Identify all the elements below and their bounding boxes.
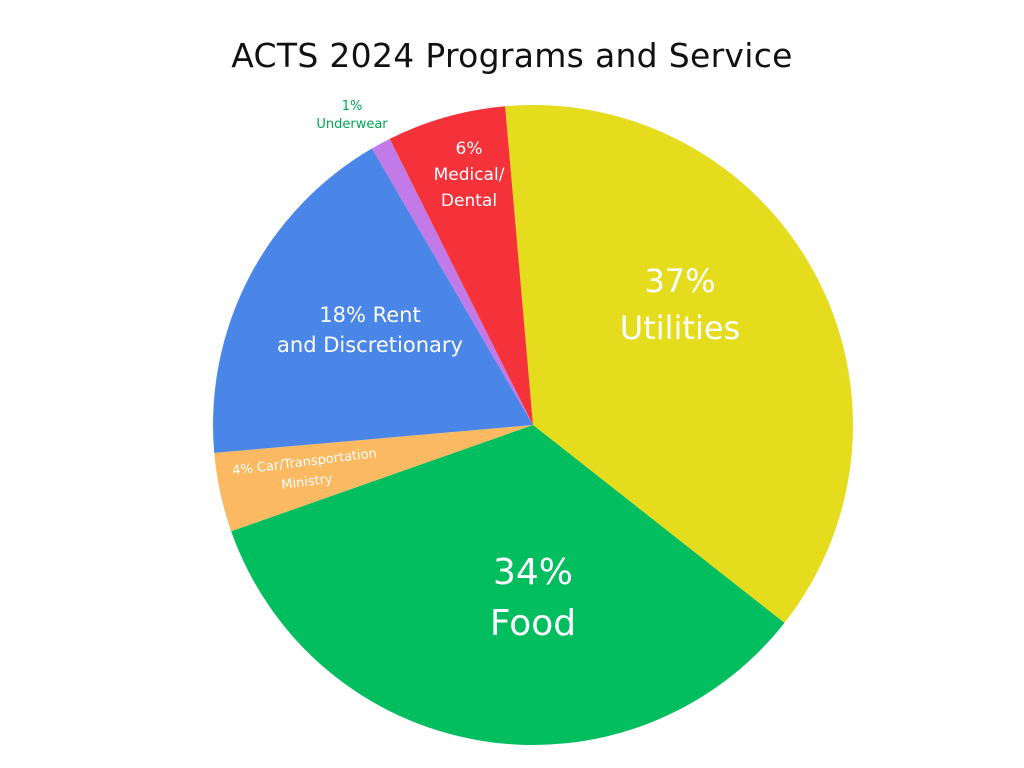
pie-slice-food	[231, 425, 785, 745]
slice-label-line: Medical/	[434, 165, 505, 185]
pie-slice-rent-and-discretionary	[213, 148, 533, 453]
slice-label-line: 37%	[644, 262, 715, 300]
pie-slice-utilities	[505, 105, 853, 623]
slice-label-line: Utilities	[620, 309, 740, 347]
slice-label-line: Underwear	[316, 117, 388, 132]
slice-label-line: 6%	[456, 139, 483, 159]
slice-label-line: and Discretionary	[277, 333, 463, 357]
slice-label-underwear: 1% Underwear	[316, 99, 388, 132]
pie-slice-underwear	[372, 138, 533, 425]
slice-label-utilities: 37% Utilities	[620, 262, 740, 347]
pie-slice-car-transportation-ministry	[214, 425, 533, 532]
slice-label-line: 34%	[493, 552, 573, 593]
pie-slice-medical-dental	[389, 106, 533, 425]
slice-label-line: Dental	[441, 191, 497, 211]
slice-label-line: Food	[490, 603, 576, 644]
slice-label-medical-dental: 6% Medical/Dental	[434, 139, 505, 211]
chart-title: ACTS 2024 Programs and Service	[231, 36, 793, 75]
slice-label-line: 1%	[342, 99, 363, 114]
slice-label-food: 34% Food	[490, 552, 576, 644]
slice-label-rent-and-discretionary: 18% Rent and Discretionary	[277, 303, 463, 357]
slice-label-line: 18% Rent	[319, 303, 420, 327]
slice-label-line: Ministry	[280, 472, 333, 493]
